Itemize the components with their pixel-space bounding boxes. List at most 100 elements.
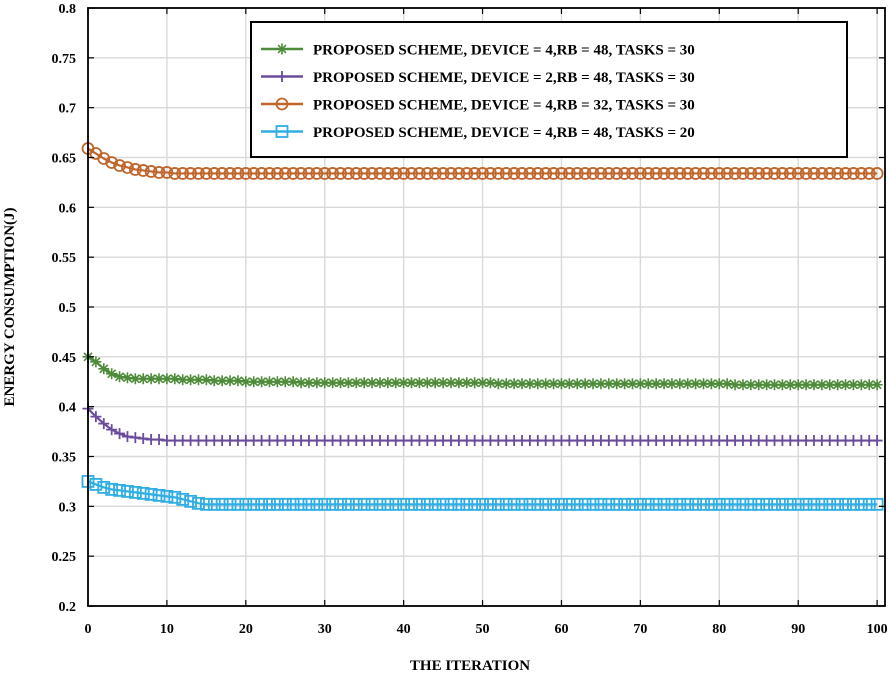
series-4-point [578,497,592,511]
x-tick-label: 50 [476,622,490,637]
series-1-point [469,377,481,389]
series-4-point [539,497,553,511]
series-4-point [610,497,624,511]
series-1-point [595,378,607,390]
series-4-point [342,497,355,511]
y-tick-label: 0.65 [52,152,77,167]
series-3-point [121,161,134,174]
series-4-point [720,497,734,511]
series-1-point [248,376,260,388]
series-3-point [468,167,482,180]
series-4-point [357,497,371,511]
series-3-point [342,167,355,180]
series-3-point [184,167,197,180]
series-1-point [461,377,473,389]
series-3-point [310,167,324,180]
series-1-point [169,373,181,385]
series-3-point [231,167,245,180]
series-3-point [807,167,821,180]
series-3 [81,142,884,180]
y-tick-label: 0.2 [59,600,77,615]
series-4-point [594,497,608,511]
series-4-point [199,497,213,511]
series-3-point [128,163,142,176]
series-1-point [729,379,741,391]
series-4-point [278,497,292,511]
series-3-point [847,167,860,180]
series-3-point [263,167,276,180]
series-3-point [239,167,253,180]
legend: PROPOSED SCHEME, DEVICE = 4,RB = 48, TAS… [250,21,848,158]
series-3-point [744,167,758,180]
series-1-point [208,375,220,387]
series-1-point [524,378,536,390]
series-3-point [357,167,371,180]
series-4-point [215,497,229,511]
series-4-point [618,497,631,511]
series-4-point [184,494,197,508]
legend-label: PROPOSED SCHEME, DEVICE = 4,RB = 48, TAS… [313,43,695,59]
series-4-point [263,497,276,511]
series-4-point [420,497,434,511]
series-3-point [381,167,395,180]
series-3-point [373,167,387,180]
series-1-point [263,376,275,388]
x-tick-label: 20 [239,622,253,637]
series-3-point [673,167,687,180]
series-1-point [832,379,844,391]
series-4-point [452,497,466,511]
series-3-point [697,167,710,180]
series-3-point [318,167,332,180]
series-4-point [302,497,316,511]
series-1-point [358,377,370,389]
series-3-point [365,167,379,180]
legend-swatch-marker [276,43,288,55]
series-4-point [641,497,655,511]
series-4-point [799,497,813,511]
series-3-point [515,167,529,180]
series-layer [81,142,884,511]
y-tick-label: 0.25 [52,550,77,565]
series-1-point [769,379,781,391]
series-1-point [106,368,118,380]
series-4-point [499,497,513,511]
y-axis-title: ENERGY CONSUMPTION(J) [2,207,18,406]
series-1-point [453,377,465,389]
series-1-point [540,378,552,390]
series-3-point [302,167,316,180]
series-3-point [389,167,403,180]
series-3-point [689,167,703,180]
x-tick-label: 90 [791,622,805,637]
series-4-point [373,497,387,511]
series-3-point [420,167,434,180]
series-3-point [823,167,837,180]
legend-entry-4: PROPOSED SCHEME, DEVICE = 4,RB = 48, TAS… [261,125,695,141]
series-3-point [791,167,805,180]
series-3-point [547,167,560,180]
series-3-point [657,167,671,180]
legend-entry-3: PROPOSED SCHEME, DEVICE = 4,RB = 32, TAS… [261,98,695,114]
series-3-point [626,167,639,180]
series-1-point [816,379,828,391]
series-1-point [634,378,646,390]
series-1-point [571,378,583,390]
series-1-point [548,378,560,390]
series-1-point [185,374,197,386]
series-4-point [239,497,253,511]
series-3-point [539,167,553,180]
series-3-point [326,167,340,180]
x-tick-label: 0 [85,622,92,637]
series-3-point [452,167,466,180]
series-2-point [121,431,133,443]
series-1-point [121,372,133,384]
series-4-point [255,497,269,511]
series-4-point [160,489,174,503]
series-4-point [649,497,663,511]
series-4-point [831,497,845,511]
series-4-point [192,496,205,510]
series-1-point [492,378,504,390]
series-1-point [761,379,773,391]
series-4-point [444,497,458,511]
series-1-point [847,379,859,391]
